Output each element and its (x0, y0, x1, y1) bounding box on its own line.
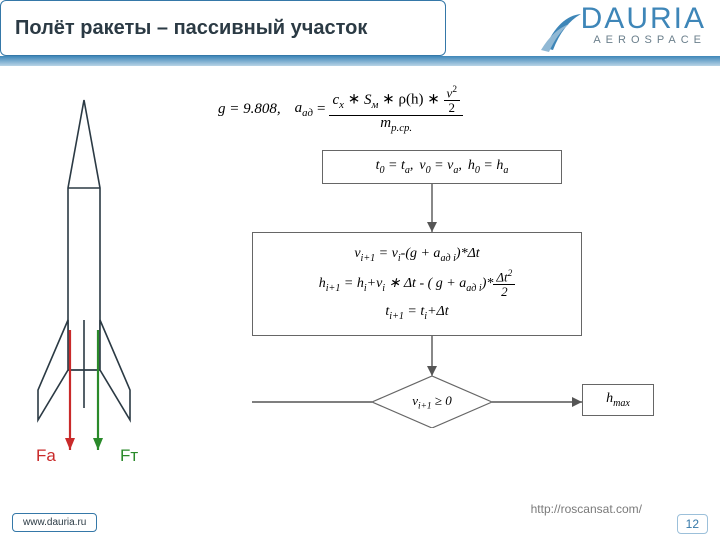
flow-box-hmax: hmax (582, 384, 654, 416)
page-title: Полёт ракеты – пассивный участок (15, 17, 367, 40)
footer-link: http://roscansat.com/ (531, 502, 642, 516)
footer: www.dauria.ru http://roscansat.com/ 12 (0, 500, 720, 540)
flow-box-init: t0 = ta, v0 = va, h0 = ha (322, 150, 562, 184)
logo-sub: AEROSPACE (581, 34, 706, 47)
flow-box-step: vi+1 = vi-(g + aад i)*Δt hi+1 = hi+vi ∗ … (252, 232, 582, 336)
header-accent (0, 56, 720, 66)
logo-swoosh-icon (539, 10, 583, 54)
a-ad-equation: aад = cx ∗ Sм ∗ ρ(h) ∗ v2 2 mр.ср. (295, 86, 463, 134)
footer-url: www.dauria.ru (12, 513, 97, 532)
flow-diamond: vi+1 ≥ 0 (372, 376, 492, 428)
logo-main: DAURIA (581, 4, 706, 34)
content: Fа Fт g = 9.808, aад = cx ∗ Sм ∗ ρ(h) ∗ … (0, 72, 720, 500)
page-number: 12 (677, 514, 708, 534)
title-bar: Полёт ракеты – пассивный участок (0, 0, 446, 56)
fa-label: Fа (36, 446, 56, 466)
g-value: g = 9.808, (218, 101, 281, 118)
logo: DAURIA AEROSPACE (581, 4, 706, 47)
rocket-icon (24, 90, 174, 460)
header: Полёт ракеты – пассивный участок DAURIA … (0, 0, 720, 72)
equation-top: g = 9.808, aад = cx ∗ Sм ∗ ρ(h) ∗ v2 2 m… (218, 86, 463, 134)
ft-label: Fт (120, 446, 138, 466)
